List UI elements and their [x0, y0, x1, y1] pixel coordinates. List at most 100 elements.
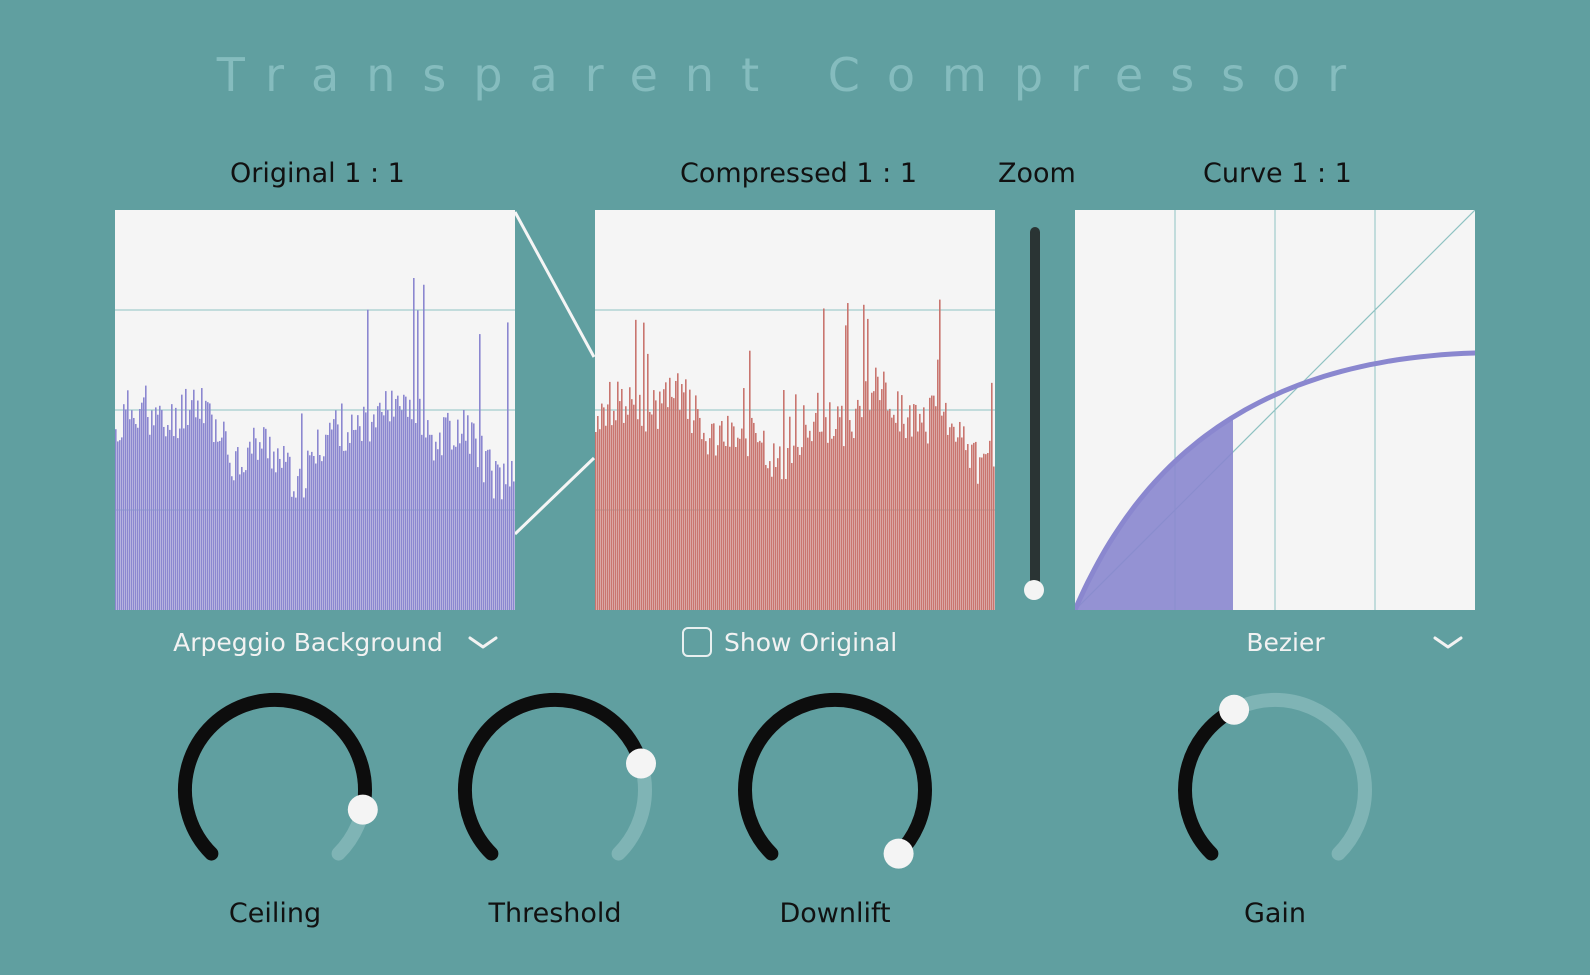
waveform-bar: [403, 394, 405, 610]
waveform-bar: [221, 437, 223, 610]
waveform-bar: [149, 434, 151, 610]
waveform-bar: [739, 438, 741, 610]
waveform-bar: [819, 431, 821, 610]
waveform-bar: [751, 417, 753, 610]
waveform-bar: [787, 448, 789, 610]
threshold-knob[interactable]: Threshold: [445, 690, 665, 940]
downlift-knob[interactable]: Downlift: [725, 690, 945, 940]
waveform-bar: [601, 403, 603, 610]
waveform-bar: [645, 431, 647, 610]
curve-dropdown[interactable]: Bezier: [1140, 622, 1465, 662]
waveform-bar: [893, 414, 895, 610]
waveform-bar: [695, 395, 697, 610]
waveform-bar: [359, 426, 361, 610]
knob-handle[interactable]: [1219, 694, 1250, 725]
waveform-bar: [251, 453, 253, 610]
waveform-bar: [755, 433, 757, 610]
waveform-bar: [283, 445, 285, 610]
waveform-bar: [825, 417, 827, 610]
waveform-bar: [503, 463, 505, 610]
waveform-bar: [941, 415, 943, 610]
waveform-bar: [143, 397, 145, 610]
waveform-bar: [625, 406, 627, 610]
waveform-bar: [331, 429, 333, 610]
waveform-bar: [765, 464, 767, 610]
gain-label: Gain: [1243, 898, 1307, 929]
ceiling-label: Ceiling: [228, 898, 322, 929]
waveform-bar: [281, 467, 283, 610]
waveform-bar: [309, 455, 311, 610]
waveform-bar: [115, 429, 117, 610]
waveform-bar: [963, 426, 965, 610]
waveform-bar: [595, 431, 597, 610]
waveform-bar: [777, 458, 779, 610]
waveform-bar: [935, 406, 937, 610]
waveform-bar: [967, 444, 969, 610]
waveform-bar: [227, 454, 229, 610]
waveform-bar: [217, 441, 219, 610]
waveform-bar: [295, 497, 297, 610]
waveform-bar: [771, 476, 773, 610]
show-original-checkbox[interactable]: [682, 627, 712, 657]
waveform-bar: [701, 439, 703, 610]
waveform-bar: [241, 466, 243, 610]
waveform-bar: [123, 404, 125, 610]
waveform-bar: [325, 434, 327, 610]
waveform-bar: [857, 399, 859, 610]
waveform-bar: [385, 391, 387, 610]
waveform-bar: [151, 410, 153, 610]
waveform-bar: [597, 416, 599, 610]
waveform-bar: [319, 455, 321, 610]
waveform-bar: [489, 449, 491, 610]
waveform-bar: [761, 442, 763, 610]
source-dropdown[interactable]: Arpeggio Background: [150, 622, 500, 662]
knob-handle[interactable]: [347, 794, 378, 825]
waveform-bar: [299, 468, 301, 610]
waveform-bar: [445, 417, 447, 610]
waveform-bar: [497, 464, 499, 610]
waveform-bar: [371, 421, 373, 610]
knob-value-arc: [177, 692, 372, 861]
waveform-bar: [327, 434, 329, 610]
waveform-bar: [199, 418, 201, 610]
waveform-bar: [723, 441, 725, 610]
waveform-bar: [741, 428, 743, 610]
waveform-bar: [727, 415, 729, 610]
waveform-bar: [479, 334, 481, 610]
waveform-bar: [923, 407, 925, 610]
waveform-bar: [951, 423, 953, 610]
waveform-bar: [257, 459, 259, 610]
compression-curve[interactable]: [1075, 210, 1475, 610]
waveform-bar: [439, 432, 441, 610]
curve-dropdown-value: Bezier: [1246, 627, 1325, 657]
knob-handle[interactable]: [883, 838, 914, 869]
waveform-bar: [679, 410, 681, 610]
waveform-bar: [641, 425, 643, 610]
knob-handle[interactable]: [626, 748, 656, 779]
waveform-bar: [511, 460, 513, 610]
waveform-bar: [367, 309, 369, 610]
waveform-bar: [305, 488, 307, 610]
waveform-bar: [975, 441, 977, 610]
waveform-bar: [449, 420, 451, 610]
zoom-slider-track[interactable]: [1030, 227, 1040, 594]
waveform-bar: [669, 377, 671, 610]
waveform-bar: [615, 420, 617, 610]
waveform-bar: [899, 431, 901, 610]
gain-knob[interactable]: Gain: [1165, 690, 1385, 940]
waveform-bar: [731, 422, 733, 610]
waveform-bar: [797, 446, 799, 610]
waveform-bar: [293, 491, 295, 610]
ceiling-knob[interactable]: Ceiling: [165, 690, 385, 940]
curve-panel[interactable]: [1075, 210, 1475, 610]
waveform-bar: [961, 437, 963, 610]
waveform-bar: [621, 388, 623, 610]
waveform-bar: [919, 413, 921, 610]
show-original-toggle[interactable]: Show Original: [682, 622, 897, 662]
original-waveform-panel: [115, 210, 515, 610]
zoom-slider-thumb[interactable]: [1024, 580, 1044, 600]
compression-curve-line[interactable]: [1075, 350, 1475, 610]
waveform-bar: [255, 438, 257, 610]
waveform-bar: [249, 441, 251, 610]
waveform-bar: [209, 403, 211, 610]
